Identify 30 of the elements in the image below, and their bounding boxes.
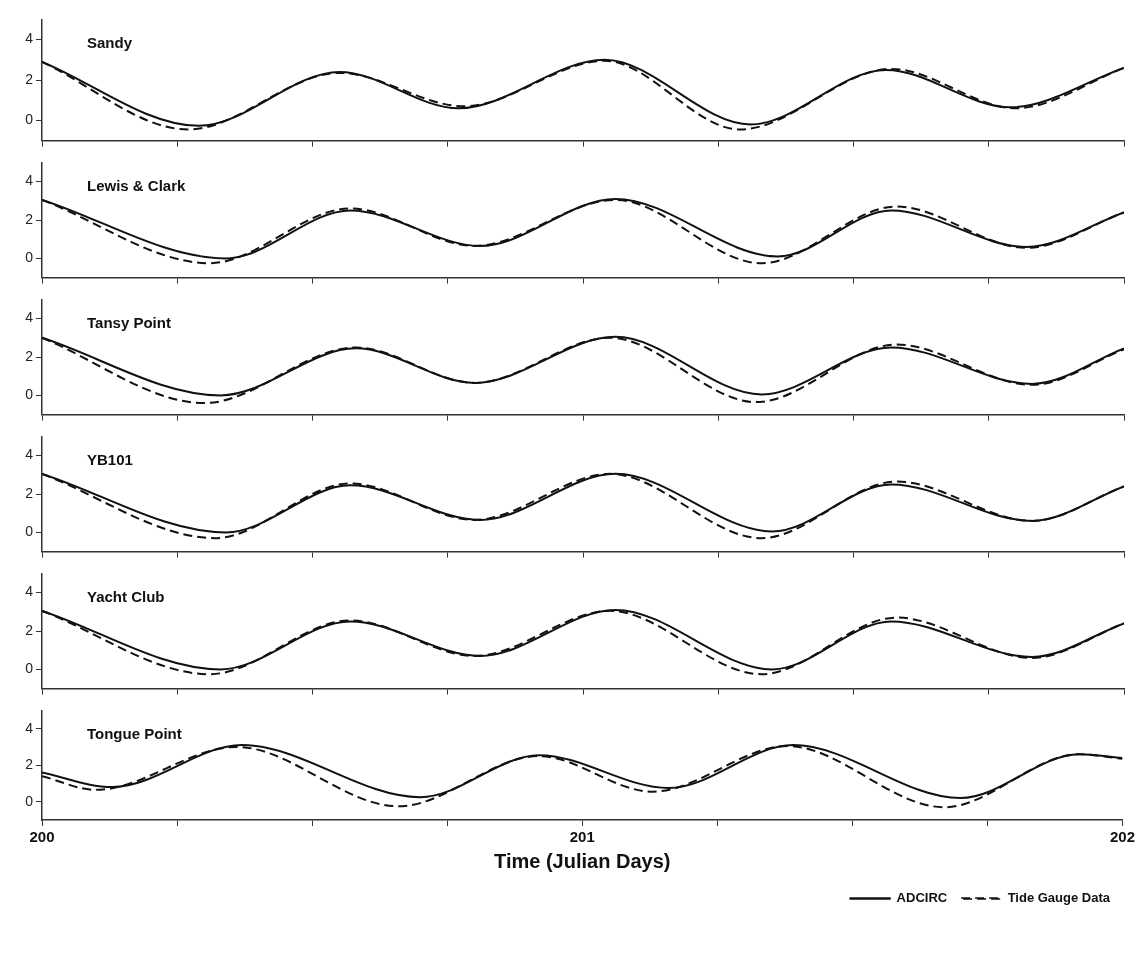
x-tick-label: 201 (569, 828, 595, 846)
y-tick-label: 4 (25, 172, 34, 189)
legend-label: ADCIRC (896, 890, 948, 906)
y-tick-label: 2 (25, 70, 34, 87)
y-tick-label: 2 (25, 210, 34, 227)
text: Yacht Club (87, 587, 165, 605)
text: Sandy (87, 33, 133, 51)
y-tick-label: 0 (25, 792, 34, 809)
x-tick-label: 202 (1109, 828, 1135, 846)
text: YB101 (87, 450, 133, 468)
x-tick-label: 200 (29, 828, 55, 846)
y-tick-label: 4 (25, 309, 34, 326)
y-tick-label: 0 (25, 523, 34, 540)
y-tick-label: 2 (25, 484, 34, 501)
y-tick-label: 0 (25, 660, 34, 677)
y-tick-label: 2 (25, 621, 34, 638)
text: Lewis & Clark (87, 176, 187, 194)
y-tick-label: 4 (25, 719, 34, 736)
y-tick-label: 0 (25, 111, 34, 128)
y-tick-label: 0 (25, 386, 34, 403)
y-tick-label: 4 (25, 30, 34, 47)
text: Tongue Point (87, 724, 182, 742)
x-axis-title: Time (Julian Days) (494, 849, 671, 872)
y-tick-label: 4 (25, 446, 34, 463)
legend-label: Tide Gauge Data (1007, 890, 1111, 906)
text: Tansy Point (87, 313, 171, 331)
y-tick-label: 4 (25, 583, 34, 600)
y-tick-label: 2 (25, 347, 34, 364)
y-tick-label: 0 (25, 249, 34, 266)
y-tick-label: 2 (25, 756, 34, 773)
